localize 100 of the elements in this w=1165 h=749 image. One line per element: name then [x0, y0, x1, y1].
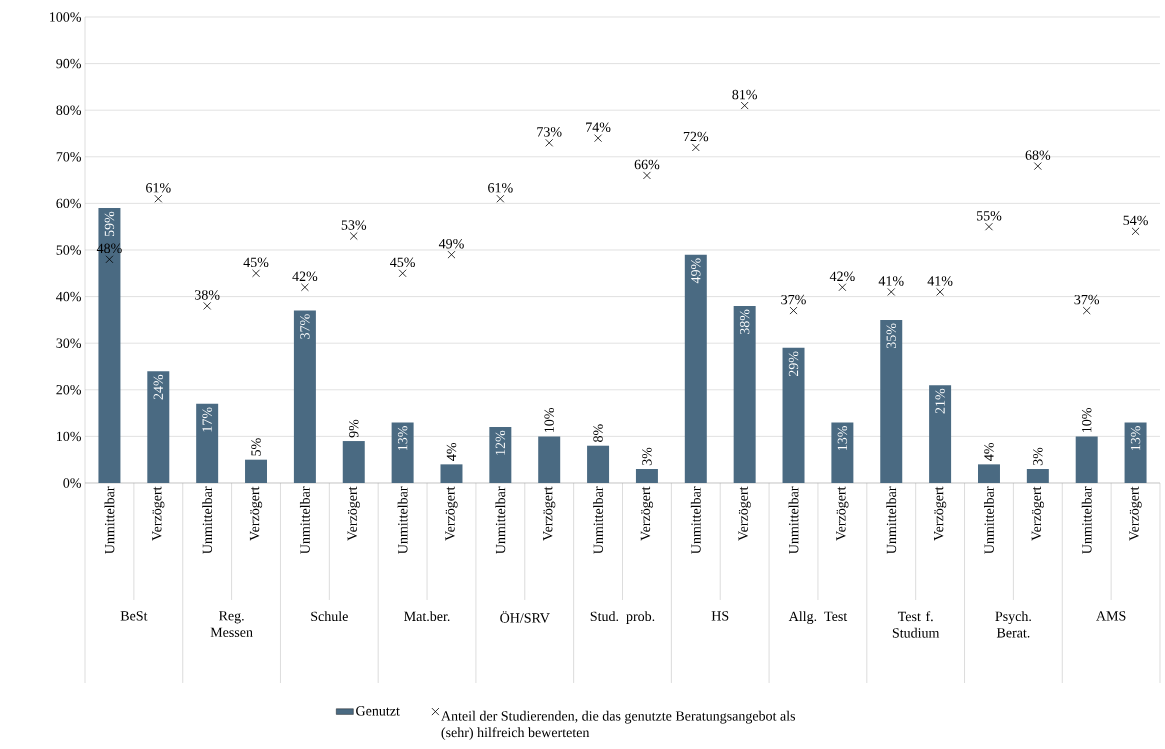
data-label: 37%: [1074, 294, 1100, 305]
data-label: 35%: [886, 323, 896, 349]
data-label: 61%: [146, 183, 171, 193]
text: AMS: [1096, 611, 1126, 621]
data-label: 29%: [788, 351, 799, 377]
x-tick-label: Verzögert: [1031, 486, 1044, 541]
point: [545, 138, 554, 147]
point: [105, 255, 114, 264]
data-label: 13%: [397, 426, 408, 451]
x-tick-label: Unmittelbar: [495, 486, 506, 554]
x-tick-label: Unmittelbar: [788, 486, 799, 554]
data-label: 41%: [927, 276, 953, 286]
data-label: 37%: [300, 314, 310, 339]
legend-label: Anteil der Studierenden, die das genutzte Beratungsangebot als (sehr) hilfreich bewerteten: [441, 710, 796, 741]
data-label: 74%: [586, 122, 611, 132]
data-label: 42%: [829, 271, 855, 282]
x-tick-label: Verzögert: [934, 486, 947, 541]
data-label: 38%: [195, 290, 220, 300]
bar: [293, 310, 316, 483]
data-label: 81%: [732, 89, 758, 100]
point: [838, 283, 847, 292]
bar: [489, 427, 512, 483]
data-label: 12%: [495, 430, 506, 455]
point: [985, 222, 993, 231]
data-label: 38%: [739, 309, 750, 335]
y-tick-label: 60%: [56, 198, 81, 209]
data-label: 9%: [349, 419, 359, 438]
x-tick-label: Verzögert: [445, 486, 458, 541]
bar: [733, 305, 756, 483]
text: Allg. Test: [788, 611, 848, 624]
data-label: 55%: [976, 210, 1002, 221]
text: Mat.ber.: [404, 611, 450, 622]
point: [252, 269, 260, 278]
point: [1131, 227, 1140, 236]
point: [447, 250, 456, 259]
point: [887, 288, 896, 296]
x-tick-label: Unmittelbar: [1081, 486, 1092, 554]
x-tick-label: Verzögert: [738, 486, 751, 541]
data-label: 73%: [537, 127, 562, 137]
text: Psych. Berat.: [995, 611, 1031, 638]
bar: [880, 319, 903, 483]
bar: [440, 464, 463, 483]
data-label: 37%: [781, 294, 806, 305]
data-label: 49%: [438, 238, 464, 249]
point: [154, 194, 163, 203]
bar: [782, 347, 805, 483]
bar: [684, 254, 707, 483]
bar: [342, 441, 365, 483]
x-tick-label: Unmittelbar: [886, 486, 897, 554]
data-label: 54%: [1123, 215, 1148, 226]
point: [203, 301, 212, 310]
x-tick-label: Unmittelbar: [593, 486, 603, 554]
point: [1033, 162, 1042, 171]
text: Stud. prob.: [590, 611, 655, 624]
data-label: 17%: [202, 407, 212, 432]
point: [643, 171, 651, 180]
point: [398, 269, 407, 278]
bar: [587, 445, 610, 483]
data-label: 66%: [634, 159, 660, 170]
x-tick-label: Verzögert: [543, 486, 556, 541]
point: [496, 194, 505, 203]
data-label: 4%: [984, 442, 994, 461]
point: [740, 101, 749, 110]
text: BeSt: [120, 611, 148, 621]
point: [594, 134, 603, 143]
x-tick-label: Unmittelbar: [104, 486, 115, 554]
y-tick-label: 40%: [56, 291, 81, 302]
point: [936, 288, 945, 296]
point: [349, 232, 358, 240]
text: Reg. Messen: [210, 611, 253, 637]
point: [300, 283, 309, 292]
bar: [929, 385, 952, 483]
data-label: 24%: [153, 374, 164, 400]
x-tick-label: Unmittelbar: [690, 486, 701, 554]
bar: [1075, 436, 1098, 483]
data-label: 45%: [243, 257, 269, 268]
point: [1082, 306, 1091, 315]
bar: [1026, 469, 1049, 483]
x-tick-label: Verzögert: [640, 486, 654, 541]
data-label: 10%: [544, 408, 554, 432]
x-tick-label: Unmittelbar: [397, 486, 408, 554]
data-label: 3%: [642, 447, 652, 466]
data-label: 10%: [1081, 408, 1092, 432]
data-label: 3%: [1033, 447, 1043, 466]
x-tick-label: Verzögert: [1129, 486, 1142, 541]
bar: [147, 371, 170, 483]
text: Schule: [311, 611, 348, 622]
data-label: 49%: [691, 258, 701, 284]
x-tick-label: Verzögert: [152, 486, 165, 541]
bar: [831, 422, 854, 483]
y-tick-label: 100%: [50, 12, 81, 22]
x-tick-label: Verzögert: [836, 486, 849, 541]
point: [691, 143, 700, 152]
data-label: 45%: [390, 257, 415, 268]
data-label: 4%: [446, 442, 457, 461]
x-tick-label: Verzögert: [347, 486, 360, 541]
data-label: 8%: [593, 424, 603, 442]
y-tick-label: 80%: [56, 105, 81, 115]
text: ÖH/SRV: [500, 611, 550, 623]
y-tick-label: 70%: [56, 152, 81, 162]
